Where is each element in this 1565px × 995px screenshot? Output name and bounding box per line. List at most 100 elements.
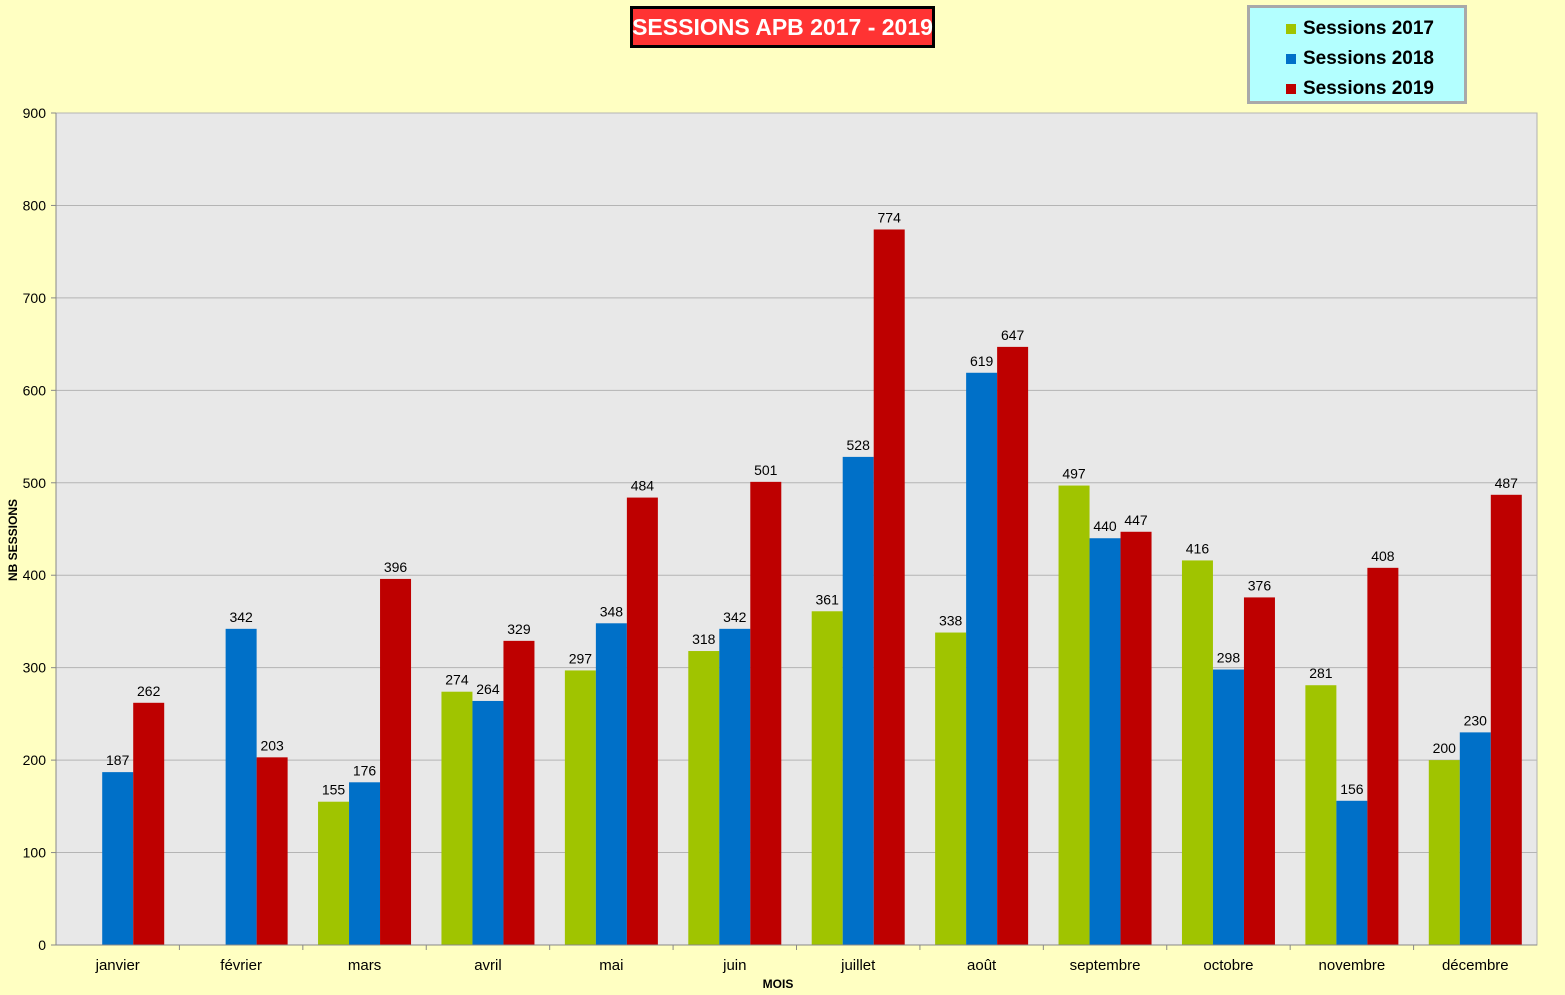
bar-value-label: 264 [476, 681, 500, 697]
bar-value-label: 298 [1217, 650, 1241, 666]
bar-value-label: 262 [137, 683, 161, 699]
y-tick-label: 800 [23, 197, 47, 213]
bar [564, 670, 596, 945]
y-tick-label: 600 [23, 382, 47, 398]
x-tick-label: août [967, 957, 997, 974]
bar-value-label: 342 [723, 609, 747, 625]
bar-value-label: 200 [1433, 740, 1457, 756]
bar-value-label: 156 [1340, 781, 1364, 797]
x-tick-label: octobre [1203, 957, 1253, 974]
bar [997, 346, 1029, 946]
y-tick-label: 300 [23, 660, 47, 676]
bar [811, 611, 843, 945]
bar-value-label: 487 [1495, 475, 1519, 491]
y-tick-label: 100 [23, 845, 47, 861]
axes: 0 100 200 300 400 500 600 700 800 900 janvier févri… [23, 105, 1537, 974]
legend-label-2017: Sessions 2017 [1303, 18, 1434, 39]
bar-value-label: 230 [1464, 712, 1488, 728]
legend-swatch-2018 [1286, 54, 1296, 64]
bar-value-label: 619 [970, 353, 994, 369]
bar [1181, 560, 1213, 945]
bar [873, 229, 905, 946]
bar-value-label: 361 [816, 591, 840, 607]
bar-value-label: 501 [754, 462, 778, 478]
bar [1336, 800, 1368, 945]
bar [1459, 732, 1491, 945]
bar [1490, 494, 1522, 945]
bar-value-label: 338 [939, 613, 963, 629]
bar [1305, 685, 1337, 945]
bar [1212, 669, 1244, 945]
legend-label-2019: Sessions 2019 [1303, 78, 1434, 99]
bar-value-label: 376 [1248, 577, 1272, 593]
bar [842, 456, 874, 945]
y-axis-title: NB SESSIONS [6, 499, 20, 581]
bar-value-label: 203 [260, 737, 284, 753]
x-tick-label: juin [722, 957, 746, 974]
y-tick-label: 900 [23, 105, 47, 121]
value-labels: 187 262 342 203 155 176 396 274 264 329 297 348 484 3… [106, 209, 1518, 797]
bar [719, 628, 751, 945]
y-tick-label: 700 [23, 290, 47, 306]
bar-value-label: 342 [229, 609, 253, 625]
bar-value-label: 447 [1124, 512, 1148, 528]
x-tick-label: juillet [840, 957, 876, 974]
bar-value-label: 497 [1062, 466, 1086, 482]
bar-value-label: 155 [322, 782, 346, 798]
bar [1058, 485, 1090, 945]
bar-value-label: 396 [384, 559, 408, 575]
bar [1428, 760, 1460, 945]
x-axis-title: MOIS [763, 977, 794, 991]
bar [256, 757, 288, 945]
legend-swatch-2017 [1286, 24, 1296, 34]
bar [133, 702, 165, 945]
bar [102, 772, 134, 945]
legend-item-2017: Sessions 2017 [1286, 14, 1464, 44]
bar-value-label: 484 [631, 478, 655, 494]
bar-value-label: 281 [1309, 665, 1333, 681]
bar [349, 782, 381, 945]
bar-value-label: 187 [106, 752, 130, 768]
bar [626, 497, 658, 945]
bar [688, 651, 720, 945]
bar-value-label: 647 [1001, 327, 1025, 343]
bar-value-label: 297 [569, 650, 593, 666]
chart-title: SESSIONS APB 2017 - 2019 [630, 6, 935, 48]
bar-value-label: 774 [878, 209, 902, 225]
bars [102, 229, 1522, 946]
gridlines [56, 112, 1537, 854]
legend: Sessions 2017 Sessions 2018 Sessions 201… [1247, 5, 1467, 104]
x-tick-label: mai [599, 957, 623, 974]
bar [380, 578, 412, 945]
plot-area [55, 112, 1538, 946]
x-tick-label: février [220, 957, 262, 974]
bar-value-label: 274 [445, 672, 469, 688]
bar-value-label: 416 [1186, 540, 1210, 556]
y-tick-label: 200 [23, 752, 47, 768]
bar [966, 372, 998, 945]
bar [935, 632, 967, 945]
bar-value-label: 176 [353, 762, 377, 778]
legend-swatch-2019 [1286, 84, 1296, 94]
bar-value-label: 348 [600, 603, 624, 619]
bar [225, 628, 257, 945]
x-tick-label: décembre [1442, 957, 1509, 974]
bar [750, 481, 782, 945]
bar [472, 700, 504, 945]
legend-item-2018: Sessions 2018 [1286, 44, 1464, 74]
bar [595, 623, 627, 945]
bar-value-label: 528 [847, 437, 871, 453]
x-tick-label: janvier [95, 957, 140, 974]
bar [441, 691, 473, 945]
legend-label-2018: Sessions 2018 [1303, 48, 1434, 69]
x-tick-label: septembre [1070, 957, 1141, 974]
bar [1089, 538, 1121, 945]
y-tick-label: 400 [23, 567, 47, 583]
bar-value-label: 440 [1093, 518, 1117, 534]
bar [1367, 567, 1399, 945]
bar-value-label: 408 [1371, 548, 1395, 564]
bar [1243, 597, 1275, 945]
bar [318, 801, 350, 945]
x-tick-label: avril [474, 957, 502, 974]
